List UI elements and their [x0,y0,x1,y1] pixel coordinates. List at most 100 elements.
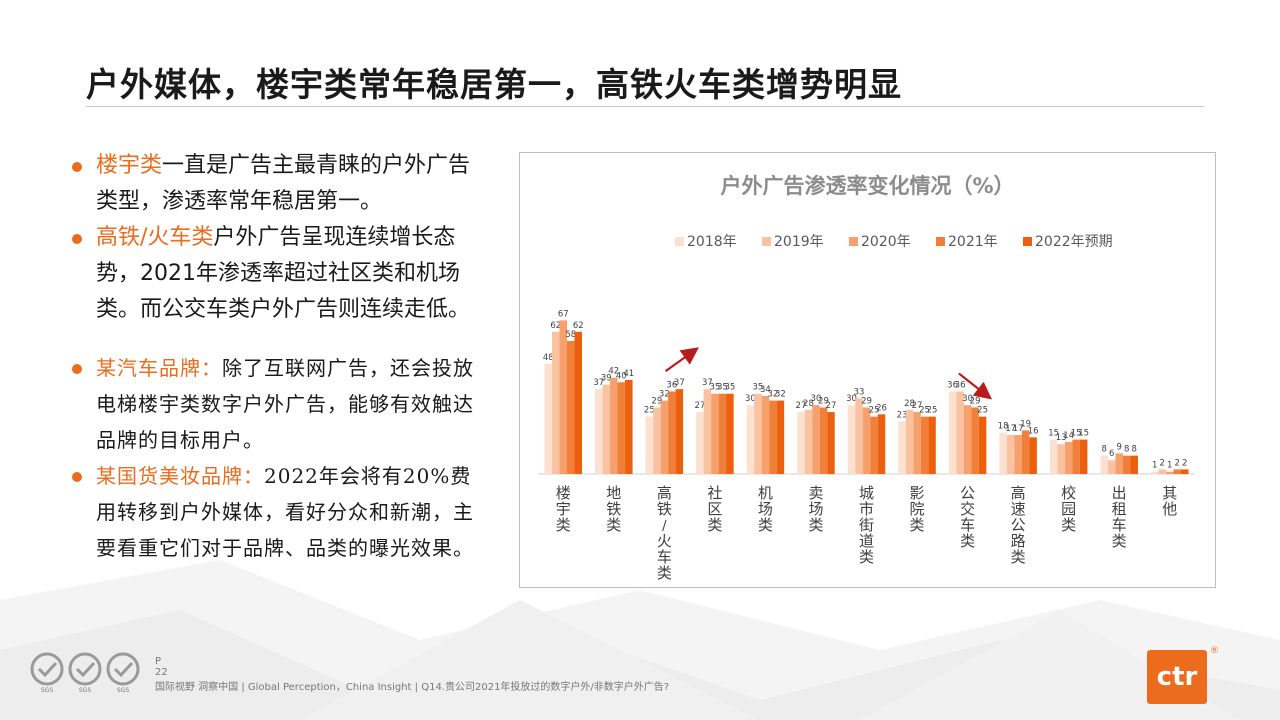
data-label: 27 [796,401,807,411]
data-label: 13 [1056,433,1067,443]
bar [956,391,964,474]
trend-arrow [958,372,993,400]
category-tick-label: 铁 [606,500,621,518]
category-tick-label: 社 [707,484,722,502]
data-label: 6 [1109,449,1114,459]
category-tick-label: 铁 [657,500,672,518]
data-label: 2 [1160,458,1165,468]
bullet-text: 一直是广告主最青睐的户外广告类型，渗透率常年稳居第一。 [96,153,471,214]
quote-text: 除了互联网广告，还会投放电梯楼宇类数字户外广告，能够有效触达品牌的目标用户。 [96,356,474,452]
category-tick-label: 类 [1112,532,1127,550]
category-tick-label: 速 [1011,500,1026,518]
bar [746,405,755,474]
data-label: 39 [601,374,612,384]
bar [625,379,633,474]
bar [1122,455,1131,474]
data-label: 8 [1131,445,1136,455]
category-tick-label: 卖 [808,484,823,502]
category-tick-label: 交 [960,500,975,518]
data-label: 27 [826,401,837,411]
category-tick-label: 类 [556,516,571,534]
chart-title: 户外广告渗透率变化情况（%） [720,174,1014,198]
data-label: 29 [970,396,981,406]
bar [797,412,805,474]
bullet-dot [72,234,82,244]
data-label: 1 [1152,461,1157,471]
bar [645,416,654,474]
bar [847,405,856,474]
category-tick-label: / [662,519,667,534]
data-label: 32 [768,390,779,400]
legend-label: 2021年 [948,234,998,250]
data-label: 36 [666,380,677,390]
trend-arrow [664,347,699,373]
category-tick-label: 校 [1061,484,1076,502]
data-label: 30 [811,394,822,404]
data-label: 34 [760,385,771,395]
data-label: 17 [1013,424,1024,434]
bar [1072,439,1080,474]
data-label: 41 [623,369,634,379]
data-label: 23 [897,410,908,420]
category-tick-label: 类 [859,548,874,566]
bar [1100,455,1108,474]
category-tick-label: 类 [657,564,672,582]
category-tick-label: 类 [910,516,925,534]
category-tick-label: 出 [1112,484,1127,502]
penetration-bar-chart: 户外广告渗透率变化情况（%） 2018年 2019年 2020年 2021年 2022年预… [538,174,1195,582]
data-label: 29 [651,396,662,406]
data-label: 25 [919,406,930,416]
category-tick-label: 影 [910,484,925,502]
bar [602,384,611,474]
data-label: 67 [558,309,569,319]
bar [1180,469,1189,474]
category-tick-label: 火 [657,532,672,550]
legend-label: 2018年 [687,234,737,250]
category-tick-label: 类 [960,532,975,550]
data-label: 9 [1116,442,1121,452]
data-label: 35 [724,383,735,393]
data-label: 2 [1182,458,1187,468]
category-tick-label: 公 [960,484,975,502]
data-label: 37 [702,378,713,388]
bullet-dot [72,472,82,482]
category-tick-label: 城 [859,484,874,502]
bar [1057,444,1065,474]
category-tick-label: 他 [1162,500,1177,518]
bar [913,412,921,474]
bullet-dot [72,162,82,172]
data-label: 18 [998,422,1009,432]
category-tick-label: 区 [707,500,722,518]
category-tick-label: 类 [1011,548,1026,566]
bar [1049,439,1058,474]
data-label: 33 [854,387,865,397]
page-number: P 22 [155,656,168,678]
data-label: 40 [616,371,627,381]
category-tick-label: 类 [606,516,621,534]
data-label: 26 [876,403,887,413]
category-tick-label: 场 [758,500,773,518]
category-tick-label: 类 [808,516,823,534]
bar [855,398,863,474]
bar [1064,441,1073,474]
bar [1150,471,1159,474]
check-seal-icon [68,652,102,686]
bar [567,340,575,474]
data-label: 58 [565,330,576,340]
category-tick-label: 地 [606,484,621,502]
bar [920,416,929,474]
bullet-railway: 高铁/火车类户外广告呈现连续增长态势，2021年渗透率超过社区类和机场类。而公交… [72,220,492,328]
category-tick-label: 高 [1011,484,1026,502]
bar [754,393,762,474]
bar [776,400,785,474]
bar [1021,430,1030,474]
legend-label: 2019年 [774,234,824,250]
category-tick-label: 园 [1061,500,1076,518]
category-tick-label: 车 [1112,516,1127,534]
data-label: 29 [818,396,829,406]
category-tick-label: 楼 [556,484,571,502]
bar [948,391,957,474]
legend-swatch [762,237,771,246]
bar [928,416,936,474]
category-tick-label: 公 [1011,516,1026,534]
